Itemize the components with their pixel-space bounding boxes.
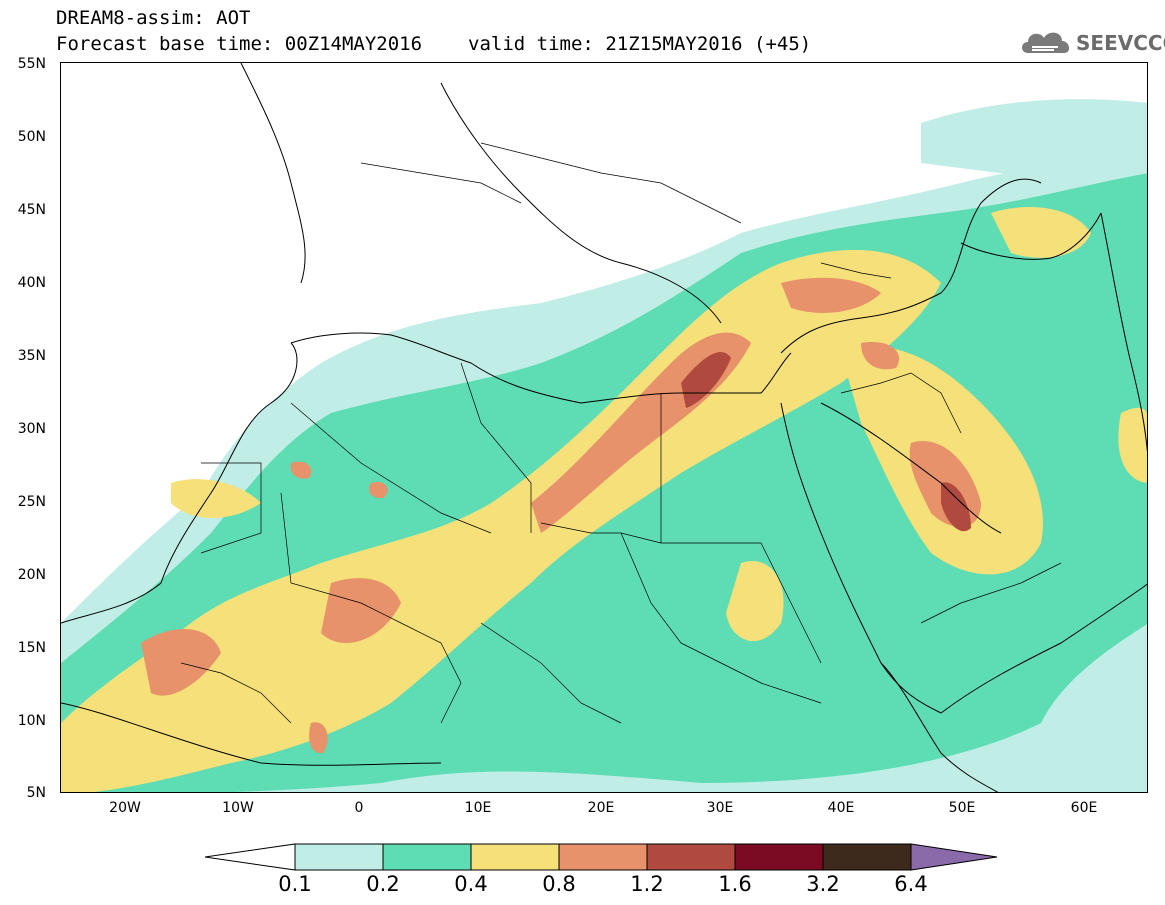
lat-label: 55N [17,56,46,72]
colorbar [205,843,998,871]
colorbar-segment [470,843,560,871]
lat-label: 15N [17,640,46,656]
base-time-text: Forecast base time: 00Z14MAY2016 [56,33,423,55]
lat-label: 25N [17,494,46,510]
aot-level-1-2 [681,352,971,532]
colorbar-label: 0.1 [278,872,312,896]
lon-label: 30E [706,800,734,816]
colorbar-segment [646,843,736,871]
lon-label: 20W [109,800,141,816]
lat-label: 10N [17,713,46,729]
logo-text: SEEVCCC [1076,31,1165,55]
lon-label: 10W [222,800,254,816]
lon-label: 40E [827,800,855,816]
lon-label: 50E [948,800,976,816]
lon-label: 10E [464,800,492,816]
colorbar-label: 0.4 [454,872,488,896]
colorbar-segment [382,843,472,871]
aot-map [60,62,1148,793]
valid-time-text: valid time: 21Z15MAY2016 (+45) [468,33,812,55]
colorbar-label: 0.2 [366,872,400,896]
lon-label: 0 [354,800,364,816]
colorbar-segment [734,843,824,871]
colorbar-segment [822,843,912,871]
colorbar-segment [294,843,384,871]
colorbar-under-arrow [205,843,296,871]
coastlines [61,63,1147,792]
colorbar-over-arrow [910,843,998,871]
country-borders [180,142,1062,724]
lat-label: 45N [17,202,46,218]
lat-label: 5N [26,785,46,801]
colorbar-label: 3.2 [806,872,840,896]
lat-label: 50N [17,129,46,145]
cloud-icon [1022,32,1070,53]
lat-label: 35N [17,348,46,364]
lat-label: 20N [17,567,46,583]
colorbar-label: 1.6 [718,872,752,896]
seevccc-logo: SEEVCCC [1018,27,1165,57]
lat-label: 30N [17,421,46,437]
colorbar-label: 6.4 [894,872,928,896]
lat-label: 40N [17,275,46,291]
colorbar-segment [558,843,648,871]
forecast-time-line: Forecast base time: 00Z14MAY2016 valid ti… [56,34,811,54]
lon-label: 20E [587,800,615,816]
colorbar-label: 0.8 [542,872,576,896]
map-canvas [61,63,1147,792]
product-title: DREAM8-assim: AOT [56,7,251,29]
lon-label: 60E [1070,800,1098,816]
colorbar-label: 1.2 [630,872,664,896]
